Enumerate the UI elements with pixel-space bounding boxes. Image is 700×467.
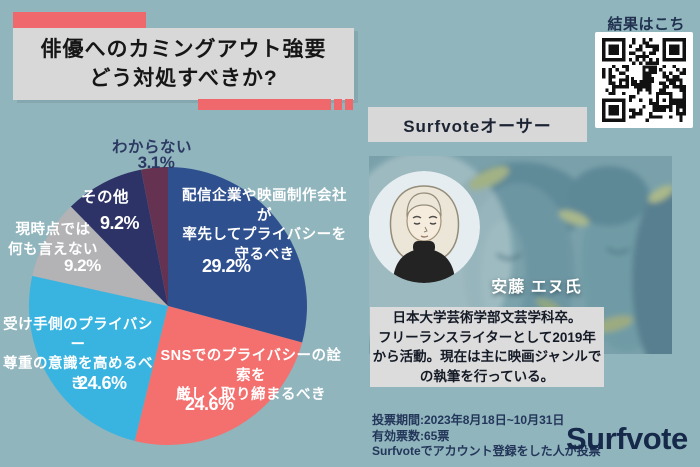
pie-label-cannot-say: 現時点では 何も言えない (8, 222, 98, 258)
author-name: 安藤 エヌ氏 (491, 279, 582, 296)
pie-pct-dont-know: 3.1% (137, 153, 175, 172)
surfvote-logo: Surfvote (566, 421, 688, 456)
title-accent-square-2 (345, 99, 353, 110)
pie-chart (29, 167, 307, 445)
pie-slice-0 (168, 167, 307, 343)
title-panel: 俳優へのカミングアウト強要 どう対処すべきか? (13, 28, 354, 100)
author-bio-panel: 日本大学芸術学部文芸学科卒。 フリーランスライターとして2019年 から活動。現… (370, 307, 604, 387)
vote-note: Surfvoteでアカウント登録をした人が投票 (372, 444, 601, 458)
qr-code (595, 32, 693, 128)
pie-label-dont-know: わからない (111, 139, 192, 156)
pie-pct-other: 9.2% (100, 213, 140, 233)
pie-label-other: その他 (80, 189, 129, 206)
author-section-header: Surfvoteオーサー (368, 107, 587, 142)
pie-label-distributors: 配信企業や映画制作会社が 率先してプライバシーを 守るべき (182, 188, 347, 263)
pie-pct-cannot-say: 9.2% (64, 256, 101, 275)
pie-label-sns: SNSでのプライバシーの詮索を 厳しく取り締まるべき (160, 348, 342, 403)
author-bio: 日本大学芸術学部文芸学科卒。 フリーランスライターとして2019年 から活動。現… (372, 310, 602, 384)
pie-pct-audience: 24.6% (78, 373, 127, 393)
author-section-title: Surfvoteオーサー (403, 117, 552, 136)
pie-pct-distributors: 29.2% (202, 256, 251, 276)
page-title: 俳優へのカミングアウト強要 どう対処すべきか? (40, 38, 327, 90)
qr-code-pattern (602, 38, 686, 122)
valid-votes: 有効票数:65票 (372, 428, 450, 443)
title-accent-bar-top (13, 12, 146, 28)
vote-period: 投票期間:2023年8月18日~10月31日 (372, 413, 565, 427)
dino-icon (630, 65, 658, 95)
author-avatar (369, 171, 480, 283)
title-accent-bar-bottom (198, 99, 331, 110)
vote-meta: 投票期間:2023年8月18日~10月31日 有効票数:65票 Surfvote… (372, 413, 601, 460)
pie-slice-4 (70, 169, 168, 306)
pie-slice-1 (134, 306, 303, 445)
pie-slice-3 (32, 206, 169, 306)
pie-label-audience: 受け手側のプライバシー 尊重の意識を高めるべき (3, 317, 153, 392)
pie-slice-5 (141, 167, 168, 306)
pie-pct-sns: 24.6% (185, 394, 234, 414)
title-accent-square-1 (334, 99, 342, 110)
pie-slice-2 (29, 275, 169, 441)
